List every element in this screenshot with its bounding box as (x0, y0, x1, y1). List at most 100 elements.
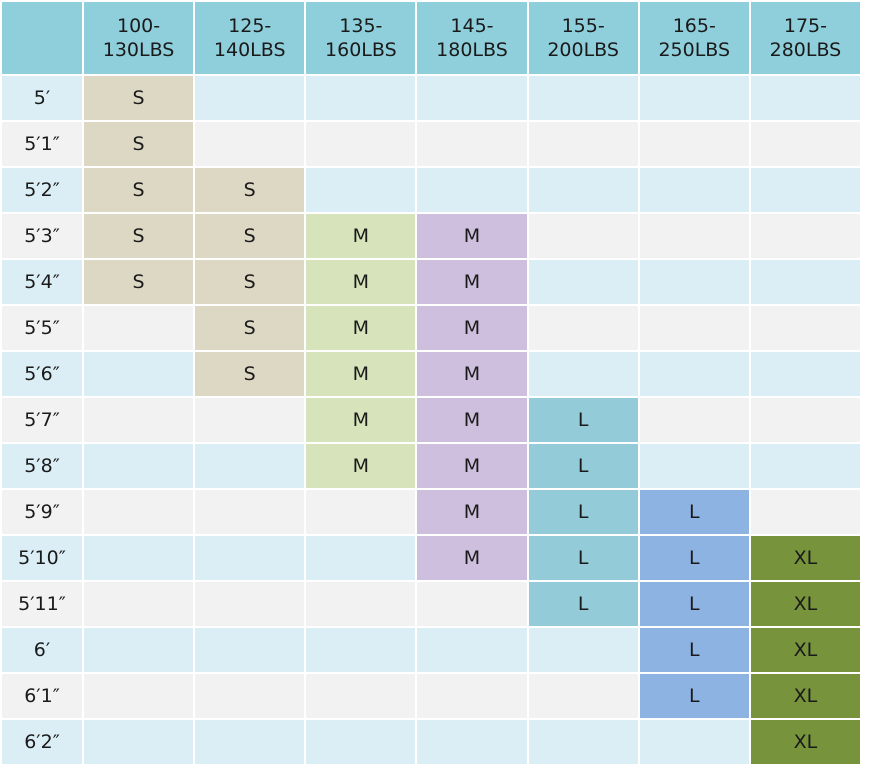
empty-cell (84, 398, 194, 442)
header-corner-cell (2, 2, 82, 74)
empty-cell (417, 122, 527, 166)
height-row-label: 5′1″ (2, 122, 82, 166)
empty-cell (528, 720, 638, 764)
size-cell: M (306, 260, 416, 304)
size-row: 5′1″ S (2, 122, 860, 166)
size-cell: S (195, 168, 305, 212)
size-row: 6′ L XL (2, 628, 860, 672)
size-value: M (463, 501, 481, 523)
empty-cell (528, 122, 638, 166)
size-value: XL (793, 731, 818, 753)
empty-cell (750, 444, 860, 488)
size-value: L (688, 501, 700, 523)
height-row-label: 5′ (2, 76, 82, 120)
size-cell: M (306, 214, 416, 258)
size-row: 5′ S (2, 76, 860, 120)
size-row: 5′10″ M L L XL (2, 536, 860, 580)
empty-cell (84, 352, 194, 396)
empty-cell (195, 490, 305, 534)
size-row: 5′8″ M M L (2, 444, 860, 488)
empty-cell (639, 720, 749, 764)
empty-cell (639, 352, 749, 396)
weight-column-header: 165- 250LBS (639, 2, 749, 74)
empty-cell (417, 674, 527, 718)
empty-cell (639, 76, 749, 120)
size-value: M (352, 363, 370, 385)
size-value: S (132, 271, 145, 293)
empty-cell (306, 536, 416, 580)
size-cell: S (195, 214, 305, 258)
empty-cell (528, 352, 638, 396)
empty-cell (84, 306, 194, 350)
size-value: M (463, 317, 481, 339)
empty-cell (750, 214, 860, 258)
size-value: L (688, 547, 700, 569)
height-row-label: 5′4″ (2, 260, 82, 304)
size-row: 5′6″ S M M (2, 352, 860, 396)
empty-cell (195, 720, 305, 764)
size-value: L (577, 501, 589, 523)
empty-cell (306, 490, 416, 534)
weight-column-header: 155- 200LBS (528, 2, 638, 74)
empty-cell (639, 444, 749, 488)
size-value: XL (793, 593, 818, 615)
empty-cell (639, 214, 749, 258)
empty-cell (195, 76, 305, 120)
empty-cell (750, 398, 860, 442)
size-value: XL (793, 685, 818, 707)
size-cell: XL (750, 720, 860, 764)
size-cell: S (84, 214, 194, 258)
empty-cell (84, 444, 194, 488)
empty-cell (84, 582, 194, 626)
size-value: M (463, 225, 481, 247)
empty-cell (528, 306, 638, 350)
size-value: S (132, 179, 145, 201)
size-cell: M (306, 352, 416, 396)
weight-column-header: 145- 180LBS (417, 2, 527, 74)
empty-cell (195, 398, 305, 442)
size-value: M (463, 455, 481, 477)
size-cell: M (417, 214, 527, 258)
size-cell: M (417, 490, 527, 534)
size-cell: M (417, 536, 527, 580)
size-cell: L (528, 582, 638, 626)
empty-cell (639, 122, 749, 166)
size-value: L (577, 455, 589, 477)
empty-cell (306, 720, 416, 764)
empty-cell (84, 720, 194, 764)
size-value: S (132, 225, 145, 247)
size-value: M (352, 271, 370, 293)
size-row: 5′4″ S S M M (2, 260, 860, 304)
size-value: L (577, 547, 589, 569)
size-value: M (352, 317, 370, 339)
weight-column-header: 175- 280LBS (750, 2, 860, 74)
height-row-label: 5′2″ (2, 168, 82, 212)
size-cell: L (528, 536, 638, 580)
height-row-label: 5′8″ (2, 444, 82, 488)
size-cell: XL (750, 628, 860, 672)
empty-cell (528, 674, 638, 718)
empty-cell (306, 168, 416, 212)
size-value: XL (793, 639, 818, 661)
height-row-label: 5′3″ (2, 214, 82, 258)
size-value: S (132, 133, 145, 155)
empty-cell (195, 444, 305, 488)
size-cell: L (639, 536, 749, 580)
size-cell: L (639, 490, 749, 534)
size-value: M (352, 225, 370, 247)
empty-cell (750, 306, 860, 350)
size-chart-body: 5′ S 5′1″ S 5′2″ S S 5′3″ S S M M 5′4″ S S M M 5′5″ S M M 5′6… (2, 76, 860, 764)
empty-cell (84, 674, 194, 718)
size-cell: M (306, 398, 416, 442)
size-cell: XL (750, 582, 860, 626)
empty-cell (417, 582, 527, 626)
height-row-label: 5′7″ (2, 398, 82, 442)
height-row-label: 6′1″ (2, 674, 82, 718)
empty-cell (639, 306, 749, 350)
size-cell: M (306, 306, 416, 350)
size-cell: L (528, 444, 638, 488)
height-row-label: 5′6″ (2, 352, 82, 396)
size-row: 5′7″ M M L (2, 398, 860, 442)
empty-cell (417, 720, 527, 764)
